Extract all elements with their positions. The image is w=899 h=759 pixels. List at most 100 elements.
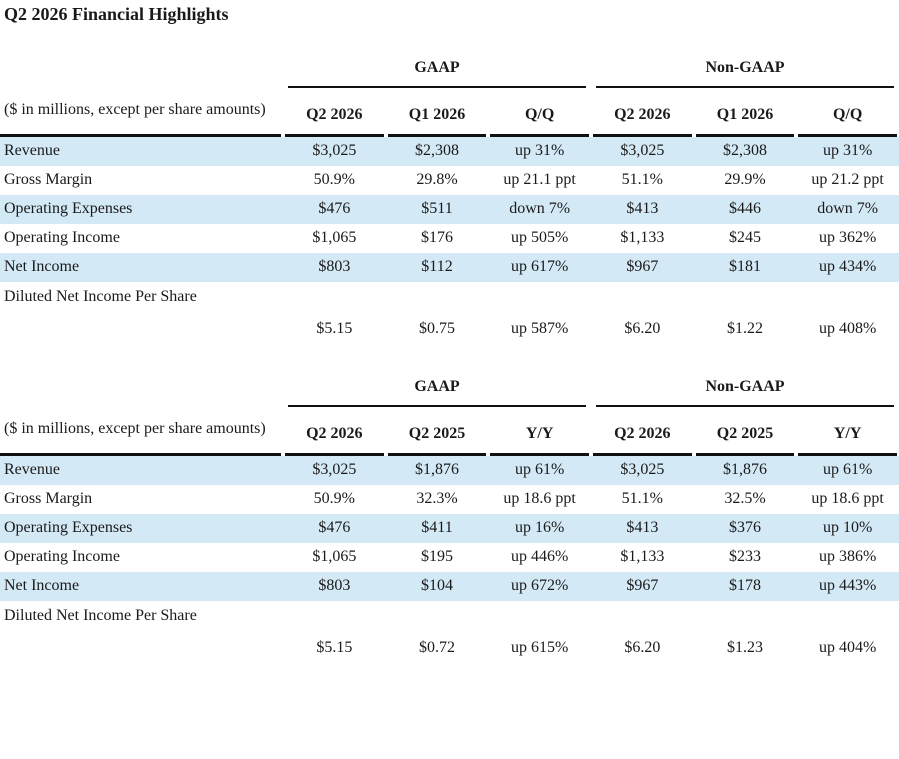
table-row-revenue: Revenue $3,025 $2,308 up 31% $3,025 $2,3… (0, 137, 899, 166)
value-cell: up 21.2 ppt (811, 171, 884, 188)
value-cell: up 617% (510, 258, 569, 275)
table-row-revenue: Revenue $3,025 $1,876 up 61% $3,025 $1,8… (0, 456, 899, 485)
value-cell: $6.20 (624, 320, 661, 337)
table-row-operating-income: Operating Income $1,065 $195 up 446% $1,… (0, 543, 899, 572)
value-cell: $413 (626, 519, 659, 536)
value-cell: $967 (626, 258, 659, 275)
table-row-operating-income: Operating Income $1,065 $176 up 505% $1,… (0, 224, 899, 253)
value-cell: up 31% (514, 142, 565, 159)
value-cell: $803 (318, 258, 351, 275)
group-header-row: GAAP Non-GAAP (0, 377, 899, 407)
column-header-row: ($ in millions, except per share amounts… (0, 88, 899, 137)
value-cell: up 61% (514, 461, 565, 478)
value-cell: up 443% (818, 577, 877, 594)
table-row-diluted-eps: Diluted Net Income Per Share $5.15 $0.75… (0, 282, 899, 344)
value-cell: up 505% (510, 229, 569, 246)
value-cell: up 362% (818, 229, 877, 246)
value-cell: $1,065 (312, 229, 357, 246)
row-label: Operating Income (4, 229, 120, 246)
value-cell: $178 (728, 577, 761, 594)
value-cell: $176 (420, 229, 453, 246)
non-gaap-group-header: Non-GAAP (596, 58, 894, 88)
financial-highlights-page: Q2 2026 Financial Highlights GAAP Non-GA… (0, 3, 899, 663)
value-cell: $3,025 (312, 142, 357, 159)
column-header: Q/Q (798, 105, 897, 137)
value-cell: up 587% (510, 320, 569, 337)
value-cell: $112 (421, 258, 453, 275)
value-cell: $1,133 (620, 548, 665, 565)
value-cell: up 434% (818, 258, 877, 275)
column-header: Q2 2025 (387, 424, 487, 456)
gaap-group-header: GAAP (288, 58, 586, 88)
non-gaap-group-header: Non-GAAP (596, 377, 894, 407)
value-cell: $233 (728, 548, 761, 565)
row-label: Operating Expenses (4, 519, 133, 536)
value-cell: up 31% (822, 142, 873, 159)
table-row-gross-margin: Gross Margin 50.9% 29.8% up 21.1 ppt 51.… (0, 166, 899, 195)
row-label: Revenue (4, 142, 60, 159)
spacer-cell (0, 634, 283, 663)
value-cell: $181 (728, 258, 761, 275)
value-cell: 51.1% (621, 490, 663, 507)
value-cell: up 672% (510, 577, 569, 594)
column-header: Q/Q (490, 105, 589, 137)
value-cell: $3,025 (620, 461, 665, 478)
value-cell: $1.23 (726, 639, 763, 656)
value-cell: $6.20 (624, 639, 661, 656)
units-note: ($ in millions, except per share amounts… (0, 88, 281, 137)
value-cell: $3,025 (620, 142, 665, 159)
value-cell: $0.75 (418, 320, 455, 337)
row-label: Operating Expenses (4, 200, 133, 217)
table-row-net-income: Net Income $803 $104 up 672% $967 $178 u… (0, 572, 899, 601)
value-cell: $1,065 (312, 548, 357, 565)
value-cell: 29.8% (416, 171, 458, 188)
units-note: ($ in millions, except per share amounts… (0, 407, 281, 456)
value-cell: $413 (626, 200, 659, 217)
qq-table: GAAP Non-GAAP ($ in millions, except per… (0, 58, 899, 344)
value-cell: up 18.6 ppt (811, 490, 884, 507)
value-cell: 32.3% (416, 490, 458, 507)
value-cell: $1,876 (722, 461, 767, 478)
value-cell: $104 (420, 577, 453, 594)
value-cell: up 21.1 ppt (503, 171, 576, 188)
column-header: Q2 2026 (592, 105, 692, 137)
value-cell: $446 (728, 200, 761, 217)
value-cell: $376 (728, 519, 761, 536)
value-cell: 51.1% (621, 171, 663, 188)
value-cell: $476 (318, 200, 351, 217)
table-row-operating-expenses: Operating Expenses $476 $411 up 16% $413… (0, 514, 899, 543)
row-label: Net Income (4, 258, 80, 275)
value-cell: up 446% (510, 548, 569, 565)
value-cell: 29.9% (724, 171, 766, 188)
column-header: Q2 2026 (285, 424, 384, 456)
value-cell: up 615% (510, 639, 569, 656)
value-cell: $511 (421, 200, 453, 217)
table-row-diluted-eps: Diluted Net Income Per Share $5.15 $0.72… (0, 601, 899, 663)
value-cell: 50.9% (313, 490, 355, 507)
value-cell: up 386% (818, 548, 877, 565)
row-label: Gross Margin (4, 490, 93, 507)
value-cell: up 10% (822, 519, 873, 536)
value-cell: $803 (318, 577, 351, 594)
value-cell: $1,133 (620, 229, 665, 246)
value-cell: up 61% (822, 461, 873, 478)
row-label: Net Income (4, 577, 80, 594)
value-cell: down 7% (817, 200, 879, 217)
column-header: Y/Y (798, 424, 897, 456)
value-cell: down 7% (509, 200, 571, 217)
row-label: Revenue (4, 461, 60, 478)
value-cell: $476 (318, 519, 351, 536)
row-label: Diluted Net Income Per Share (4, 288, 197, 305)
value-cell: $411 (421, 519, 453, 536)
column-header-row: ($ in millions, except per share amounts… (0, 407, 899, 456)
group-header-row: GAAP Non-GAAP (0, 58, 899, 88)
value-cell: 50.9% (313, 171, 355, 188)
value-cell: $0.72 (418, 639, 455, 656)
column-header: Q1 2026 (695, 105, 795, 137)
row-label: Gross Margin (4, 171, 93, 188)
value-cell: up 16% (514, 519, 565, 536)
column-header: Q1 2026 (387, 105, 487, 137)
column-header: Q2 2026 (592, 424, 692, 456)
page-title: Q2 2026 Financial Highlights (4, 4, 229, 24)
gaap-group-header: GAAP (288, 377, 586, 407)
